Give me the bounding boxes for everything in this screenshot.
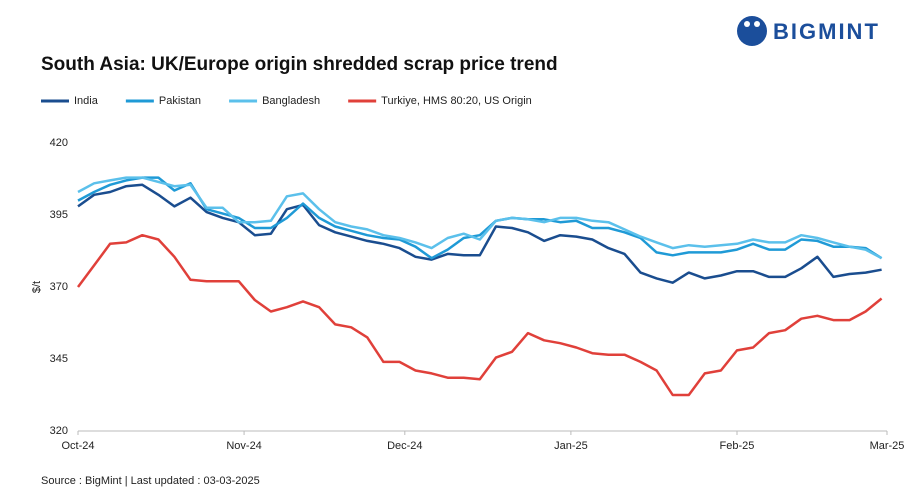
logo-text: BIGMINT (773, 19, 880, 44)
series-line (76, 233, 883, 397)
legend-label: Pakistan (159, 95, 201, 107)
y-tick-label: 395 (50, 209, 68, 221)
logo-icon-dot (744, 21, 750, 27)
legend-label: Turkiye, HMS 80:20, US Origin (381, 95, 532, 107)
x-tick-label: Dec-24 (387, 440, 422, 452)
y-tick-label: 345 (50, 353, 68, 365)
legend-label: Bangladesh (262, 95, 320, 107)
y-tick-label: 320 (50, 425, 68, 437)
chart-title: South Asia: UK/Europe origin shredded sc… (41, 54, 558, 75)
x-tick-label: Mar-25 (870, 440, 905, 452)
logo: BIGMINT (737, 16, 880, 46)
series-line (77, 176, 883, 260)
y-axis-label: $/t (31, 281, 43, 293)
source-note: Source : BigMint | Last updated : 03-03-… (41, 475, 260, 487)
x-tick-label: Nov-24 (226, 440, 261, 452)
series-line (77, 183, 882, 284)
x-tick-label: Jan-25 (554, 440, 588, 452)
legend-label: India (74, 95, 99, 107)
x-tick-label: Feb-25 (720, 440, 755, 452)
y-tick-label: 420 (50, 137, 68, 149)
x-tick-label: Oct-24 (61, 440, 94, 452)
logo-icon-dot (754, 21, 760, 27)
y-tick-label: 370 (50, 281, 68, 293)
series-line (77, 176, 883, 260)
logo-icon (737, 16, 767, 46)
